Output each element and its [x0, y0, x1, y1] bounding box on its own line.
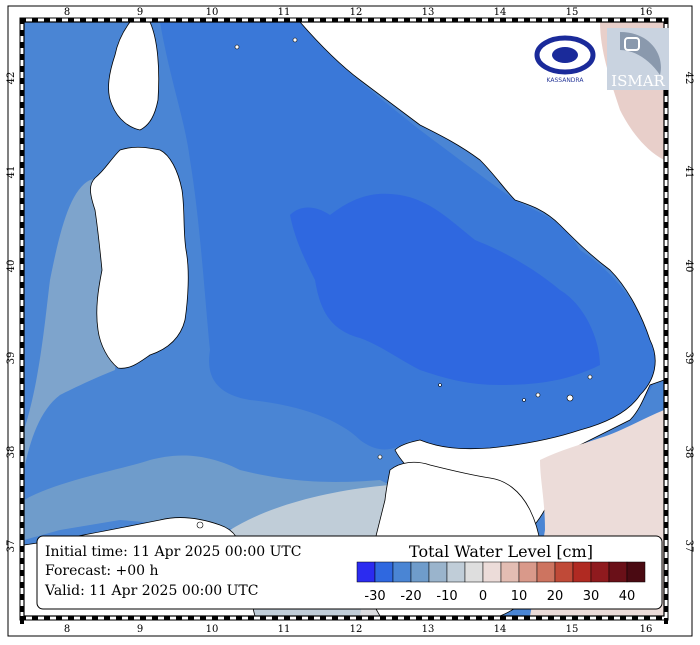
sardinia-island [90, 146, 189, 369]
lon-tick-label: 14 [494, 624, 507, 635]
ismar-logo: ISMAR [607, 28, 669, 90]
lon-tick-label: 15 [566, 624, 579, 635]
map-frame [7, 5, 693, 637]
initial-time-text: Initial time: 11 Apr 2025 00:00 UTC [45, 544, 301, 560]
lon-tick-label: 11 [278, 624, 291, 635]
lat-tick-label: 38 [6, 446, 17, 459]
valid-time-text: Valid: 11 Apr 2025 00:00 UTC [44, 583, 258, 599]
corsica-island [108, 22, 160, 131]
lon-tick-label: 8 [64, 624, 70, 635]
sea-low-core [290, 193, 600, 385]
lat-tick-label: 41 [6, 166, 17, 179]
colorbar-swatch [572, 561, 592, 583]
colorbar-label: 10 [511, 589, 528, 604]
lon-tick-label: 8 [64, 7, 70, 18]
lat-tick-label: 40 [6, 260, 17, 273]
lon-tick-label: 16 [640, 624, 653, 635]
lat-tick-label: 38 [683, 446, 694, 459]
island-small [566, 394, 574, 402]
lon-tick-label: 13 [422, 624, 435, 635]
colorbar-swatch [608, 561, 628, 583]
latitude-labels-right: 42 41 40 39 38 37 [683, 72, 694, 553]
lon-tick-label: 16 [640, 7, 653, 18]
kassandra-logo: KASSANDRA [530, 28, 600, 90]
island-small [292, 37, 298, 43]
lat-tick-label: 42 [683, 72, 694, 85]
forecast-text: Forecast: +00 h [45, 563, 159, 579]
lat-tick-label: 41 [683, 166, 694, 179]
island-small [522, 398, 526, 402]
colorbar-swatch [500, 561, 520, 583]
lon-tick-label: 10 [206, 624, 219, 635]
lat-tick-label: 39 [683, 352, 694, 365]
colorbar-label: -10 [436, 589, 457, 604]
colorbar-label: 40 [619, 589, 636, 604]
kassandra-logo-text: KASSANDRA [547, 77, 585, 84]
lat-tick-label: 42 [6, 72, 17, 85]
colorbar-title: Total Water Level [cm] [409, 542, 593, 561]
lon-tick-label: 14 [494, 7, 507, 18]
colorbar: Total Water Level [cm] -30 -20 -10 0 10 20 30 4… [356, 542, 646, 604]
lon-tick-label: 11 [278, 7, 291, 18]
colorbar-swatch [536, 561, 556, 583]
island-small [587, 374, 593, 380]
longitude-labels-top: 8 9 10 11 12 13 14 15 16 [64, 7, 653, 18]
colorbar-swatch [590, 561, 610, 583]
colorbar-swatch [482, 561, 502, 583]
colorbar-label: 0 [479, 589, 487, 604]
longitude-labels-bottom: 8 9 10 11 12 13 14 15 16 [64, 624, 653, 635]
lat-tick-label: 39 [6, 352, 17, 365]
lon-tick-label: 12 [350, 624, 363, 635]
ismar-logo-text: ISMAR [611, 72, 665, 90]
colorbar-label: 20 [547, 589, 564, 604]
colorbar-swatch [392, 561, 412, 583]
colorbar-swatch [518, 561, 538, 583]
colorbar-swatch [410, 561, 430, 583]
island-small [535, 392, 541, 398]
colorbar-labels: -30 -20 -10 0 10 20 30 40 [364, 589, 635, 604]
island-small [196, 521, 204, 529]
colorbar-swatch [554, 561, 574, 583]
colorbar-swatch [626, 561, 646, 583]
colorbar-label: 30 [583, 589, 600, 604]
colorbar-swatch [374, 561, 394, 583]
lon-tick-label: 12 [350, 7, 363, 18]
colorbar-label: -30 [364, 589, 385, 604]
colorbar-swatch [464, 561, 484, 583]
lat-tick-label: 40 [683, 260, 694, 273]
lon-tick-label: 13 [422, 7, 435, 18]
colorbar-swatch [428, 561, 448, 583]
island-small [234, 44, 240, 50]
lat-tick-label: 37 [683, 540, 694, 553]
colorbar-label: -20 [400, 589, 421, 604]
colorbar-swatch [356, 561, 376, 583]
map-plot-area [24, 22, 664, 616]
lat-tick-label: 37 [6, 540, 17, 553]
lon-tick-label: 15 [566, 7, 579, 18]
lon-tick-label: 9 [137, 624, 143, 635]
latitude-labels-left: 42 41 40 39 38 37 [6, 72, 17, 553]
forecast-info-box: Initial time: 11 Apr 2025 00:00 UTC Fore… [36, 535, 663, 610]
island-small [377, 454, 383, 460]
colorbar-swatches [356, 561, 646, 583]
colorbar-swatch [446, 561, 466, 583]
lon-tick-label: 9 [137, 7, 143, 18]
lon-tick-label: 10 [206, 7, 219, 18]
island-small [438, 383, 442, 387]
